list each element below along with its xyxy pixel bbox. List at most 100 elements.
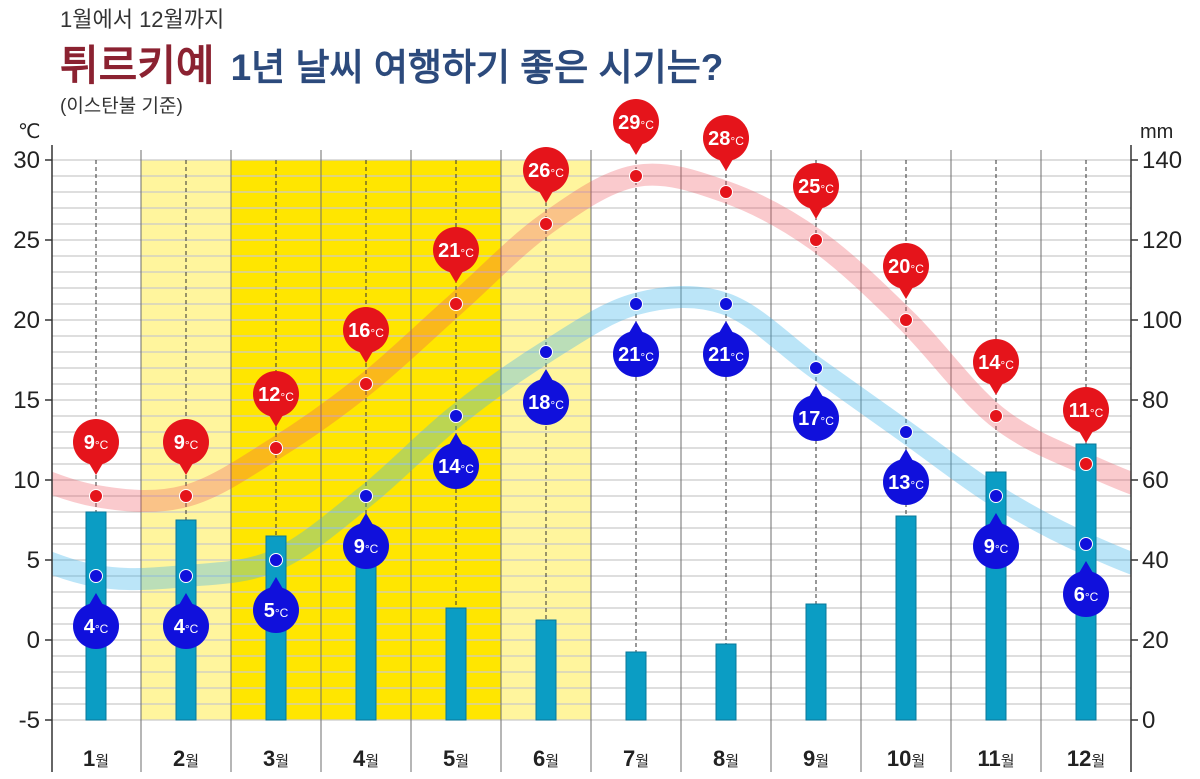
low-temp-label: 21°C	[703, 321, 749, 377]
low-temp-value: 13°C	[888, 472, 924, 494]
label-bubble	[523, 147, 569, 193]
chart-title: 튀르키예 1년 날씨 여행하기 좋은 시기는?	[60, 42, 723, 89]
low-temp-label: 9°C	[343, 513, 389, 569]
high-temp-point	[809, 233, 823, 247]
month-number: 8	[713, 746, 725, 771]
high-temp-value: 26°C	[528, 160, 564, 182]
left-axis-tick-label: -5	[19, 707, 40, 734]
value-number: 21	[438, 240, 460, 262]
right-axis-tick-label: 0	[1142, 707, 1155, 734]
trend-band-layer	[52, 163, 1131, 591]
low-temp-point	[89, 569, 103, 583]
low-temp-label: 21°C	[613, 321, 659, 377]
label-bubble	[1063, 387, 1109, 433]
label-bubble	[703, 331, 749, 377]
month-label: 5월	[443, 746, 469, 771]
precipitation-bar	[355, 551, 377, 721]
value-unit: °C	[910, 262, 924, 276]
low-temp-point	[449, 409, 463, 423]
label-bubble	[433, 227, 479, 273]
label-bubble	[973, 523, 1019, 569]
precipitation-bar	[985, 471, 1007, 721]
value-unit: °C	[730, 350, 744, 364]
high-temp-value: 25°C	[798, 176, 834, 198]
value-unit: °C	[275, 606, 289, 620]
value-unit: °C	[550, 398, 564, 412]
low-temp-label: 9°C	[973, 513, 1019, 569]
low-temp-value: 14°C	[438, 456, 474, 478]
low-temp-value: 17°C	[798, 408, 834, 430]
month-number: 5	[443, 746, 455, 771]
label-bubble	[343, 307, 389, 353]
low-temp-value: 21°C	[618, 344, 654, 366]
left-axis-unit: ℃	[18, 121, 40, 143]
high-temp-label: 28°C	[703, 115, 749, 171]
month-label: 9월	[803, 746, 829, 771]
label-bubble	[343, 523, 389, 569]
month-label: 6월	[533, 746, 559, 771]
low-temp-point	[539, 345, 553, 359]
value-number: 11	[1069, 400, 1090, 422]
month-label: 8월	[713, 746, 739, 771]
high-temp-point	[89, 489, 103, 503]
high-temp-point	[989, 409, 1003, 423]
high-temp-label: 21°C	[433, 227, 479, 283]
value-unit: °C	[95, 622, 109, 636]
label-bubble	[163, 603, 209, 649]
low-temp-value: 18°C	[528, 392, 564, 414]
value-unit: °C	[185, 438, 199, 452]
left-axis-tick-label: 5	[27, 547, 40, 574]
low-temp-point	[989, 489, 1003, 503]
value-unit: °C	[1085, 590, 1099, 604]
chart-note: (이스탄불 기준)	[60, 95, 183, 117]
month-suffix: 월	[275, 753, 289, 770]
high-temp-label: 12°C	[253, 371, 299, 427]
high-temp-point	[539, 217, 553, 231]
value-unit: °C	[460, 462, 474, 476]
high-temp-point	[899, 313, 913, 327]
high-temp-value: 16°C	[348, 320, 384, 342]
high-temp-label: 11°C	[1063, 387, 1109, 443]
low-temp-label: 13°C	[883, 449, 929, 505]
low-temp-point	[359, 489, 373, 503]
low-temp-trend-band	[52, 286, 1131, 591]
low-temp-value: 21°C	[708, 344, 744, 366]
month-suffix: 월	[185, 753, 199, 770]
month-number: 3	[263, 746, 275, 771]
label-bubble	[613, 331, 659, 377]
label-bubble	[163, 419, 209, 465]
value-unit: °C	[460, 246, 474, 260]
value-unit: °C	[370, 326, 384, 340]
value-number: 21	[708, 344, 730, 366]
high-temp-label: 29°C	[613, 99, 659, 155]
low-temp-point	[629, 297, 643, 311]
high-temp-point	[1079, 457, 1093, 471]
month-suffix: 월	[725, 753, 739, 770]
high-temp-point	[269, 441, 283, 455]
value-number: 21	[618, 344, 640, 366]
high-temp-value: 11°C	[1069, 400, 1104, 422]
label-bubble	[1063, 571, 1109, 617]
high-temp-value: 21°C	[438, 240, 474, 262]
low-temp-label: 6°C	[1063, 561, 1109, 617]
high-temp-value: 14°C	[978, 352, 1014, 374]
month-suffix: 월	[545, 753, 559, 770]
month-label: 7월	[623, 746, 649, 771]
high-temp-label: 9°C	[163, 419, 209, 475]
month-suffix: 월	[95, 753, 109, 770]
value-number: 16	[348, 320, 370, 342]
low-temp-label: 14°C	[433, 433, 479, 489]
right-axis-tick-label: 60	[1142, 467, 1169, 494]
low-temp-label: 4°C	[73, 593, 119, 649]
month-label: 11월	[977, 746, 1014, 771]
temperature-label-layer: 9°C 9°C12°C16°C21°C26°C29°C28°C25°C20°C14…	[73, 99, 1109, 649]
right-axis-tick-label: 40	[1142, 547, 1169, 574]
low-temp-label: 18°C	[523, 369, 569, 425]
month-label: 12월	[1067, 746, 1105, 771]
precipitation-bar	[715, 643, 737, 721]
month-suffix: 월	[365, 753, 379, 770]
low-temp-label: 5°C	[253, 577, 299, 633]
low-temp-label: 4°C	[163, 593, 209, 649]
title-country: 튀르키예	[60, 42, 215, 89]
value-number: 9	[984, 536, 995, 558]
